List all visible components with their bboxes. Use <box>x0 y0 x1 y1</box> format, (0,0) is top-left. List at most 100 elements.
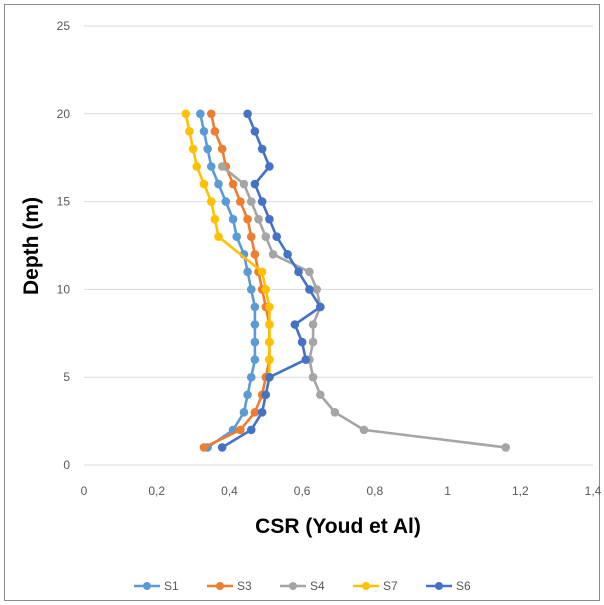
series-s1-point <box>239 408 249 417</box>
y-tick-labels: 0 5 10 15 20 25 <box>57 19 71 472</box>
series-s6-point <box>283 249 292 259</box>
series-s6-point <box>217 443 227 452</box>
series-s7-point <box>214 232 223 242</box>
series-s1 <box>196 109 260 452</box>
series-s6-point <box>257 144 267 154</box>
y-tick-label: 25 <box>57 19 71 33</box>
series-s1-point <box>196 109 205 119</box>
series-s3-point <box>206 109 216 119</box>
x-tick-label: 0,2 <box>148 484 165 498</box>
series-s7-point <box>257 267 267 277</box>
legend-item-s4: S4 <box>280 579 325 593</box>
series-s3-point <box>210 127 220 136</box>
series-s1-point <box>232 232 241 242</box>
series-s7-point <box>192 162 202 171</box>
series-s4-point <box>308 320 318 329</box>
series-s4-point <box>217 162 227 171</box>
series-s4-point <box>359 425 369 435</box>
series-s7-point <box>265 337 274 347</box>
legend-label: S6 <box>456 579 471 593</box>
series-s4-point <box>246 197 256 206</box>
series-s6-point <box>265 162 274 171</box>
legend-item-s3: S3 <box>207 579 252 593</box>
legend: S1 S3 S4 S7 S6 <box>134 579 471 593</box>
y-tick-label: 5 <box>63 370 70 384</box>
series-s6-point <box>297 337 307 347</box>
series-s4-point <box>330 408 340 417</box>
x-tick-labels: 0 0,2 0,4 0,6 0,8 1 1,2 1,4 <box>81 484 602 498</box>
legend-swatch-marker <box>216 582 224 590</box>
series-s3-point <box>250 249 260 259</box>
series-s4-point <box>308 337 318 347</box>
gridlines <box>84 25 593 466</box>
series-s1-point <box>250 355 260 364</box>
legend-swatch-marker <box>143 582 151 590</box>
series-s6-point <box>301 355 311 364</box>
series-s4-point <box>501 443 511 452</box>
series-s4-point <box>239 179 249 189</box>
y-tick-label: 15 <box>57 195 71 209</box>
series-s3-point <box>228 179 238 189</box>
legend-item-s1: S1 <box>134 579 179 593</box>
series-s7-point <box>265 355 274 364</box>
series-s1-point <box>214 179 223 189</box>
series-s7-point <box>199 179 209 189</box>
x-axis-title: CSR (Youd et Al) <box>255 515 421 538</box>
legend-label: S7 <box>383 579 398 593</box>
series-s7-point <box>185 127 194 136</box>
series-s1-point <box>203 144 212 154</box>
series-s7 <box>181 109 274 382</box>
series-s7-point <box>206 197 216 206</box>
series-s7-line <box>184 113 271 378</box>
x-tick-label: 0,8 <box>367 484 384 498</box>
series-s7-point <box>181 109 191 119</box>
series-s4-point <box>261 232 271 242</box>
x-tick-label: 1,2 <box>512 484 529 498</box>
series-s1-point <box>221 197 231 206</box>
x-tick-label: 1 <box>444 484 451 498</box>
series-s6 <box>217 109 325 452</box>
series-s7-point <box>265 320 274 329</box>
series-s1-point <box>243 390 252 400</box>
series-s7-point <box>265 302 274 312</box>
legend-item-s7: S7 <box>353 579 398 593</box>
series-s3-point <box>199 443 209 452</box>
series-s6-point <box>290 320 300 329</box>
y-tick-label: 0 <box>63 458 70 472</box>
series-s6-point <box>257 197 267 206</box>
series-s6-point <box>261 390 271 400</box>
series-s4-point <box>312 285 321 294</box>
series-s1-point <box>206 162 216 171</box>
series-s4-point <box>268 249 278 259</box>
series-s6-point <box>243 109 252 119</box>
legend-label: S3 <box>237 579 252 593</box>
legend-item-s6: S6 <box>426 579 471 593</box>
series-s6-point <box>265 214 274 224</box>
series-s6-point <box>250 127 260 136</box>
y-axis-title: Depth (m) <box>20 197 43 295</box>
series-s7-point <box>188 144 198 154</box>
series-s7-point <box>210 214 220 224</box>
chart-frame <box>4 4 600 601</box>
series-s7-point <box>261 285 271 294</box>
legend-swatch-marker <box>435 582 443 590</box>
series-s1-point <box>199 127 209 136</box>
legend-label: S4 <box>310 579 325 593</box>
series-s1-point <box>246 285 256 294</box>
series-s6-point <box>294 267 303 277</box>
series-s6-point <box>305 285 314 294</box>
series-s3-point <box>243 214 252 224</box>
x-tick-label: 0 <box>81 484 88 498</box>
series-s6-point <box>246 425 256 435</box>
x-tick-label: 0,4 <box>221 484 238 498</box>
series-s3-point <box>236 197 245 206</box>
series-s6-point <box>316 302 325 312</box>
series-s1-point <box>250 320 260 329</box>
y-tick-label: 20 <box>57 107 71 121</box>
x-tick-label: 0,6 <box>294 484 311 498</box>
series-s4-point <box>316 390 325 400</box>
series-s6-point <box>250 179 260 189</box>
series-s1-point <box>250 337 260 347</box>
legend-swatch-marker <box>362 582 370 590</box>
